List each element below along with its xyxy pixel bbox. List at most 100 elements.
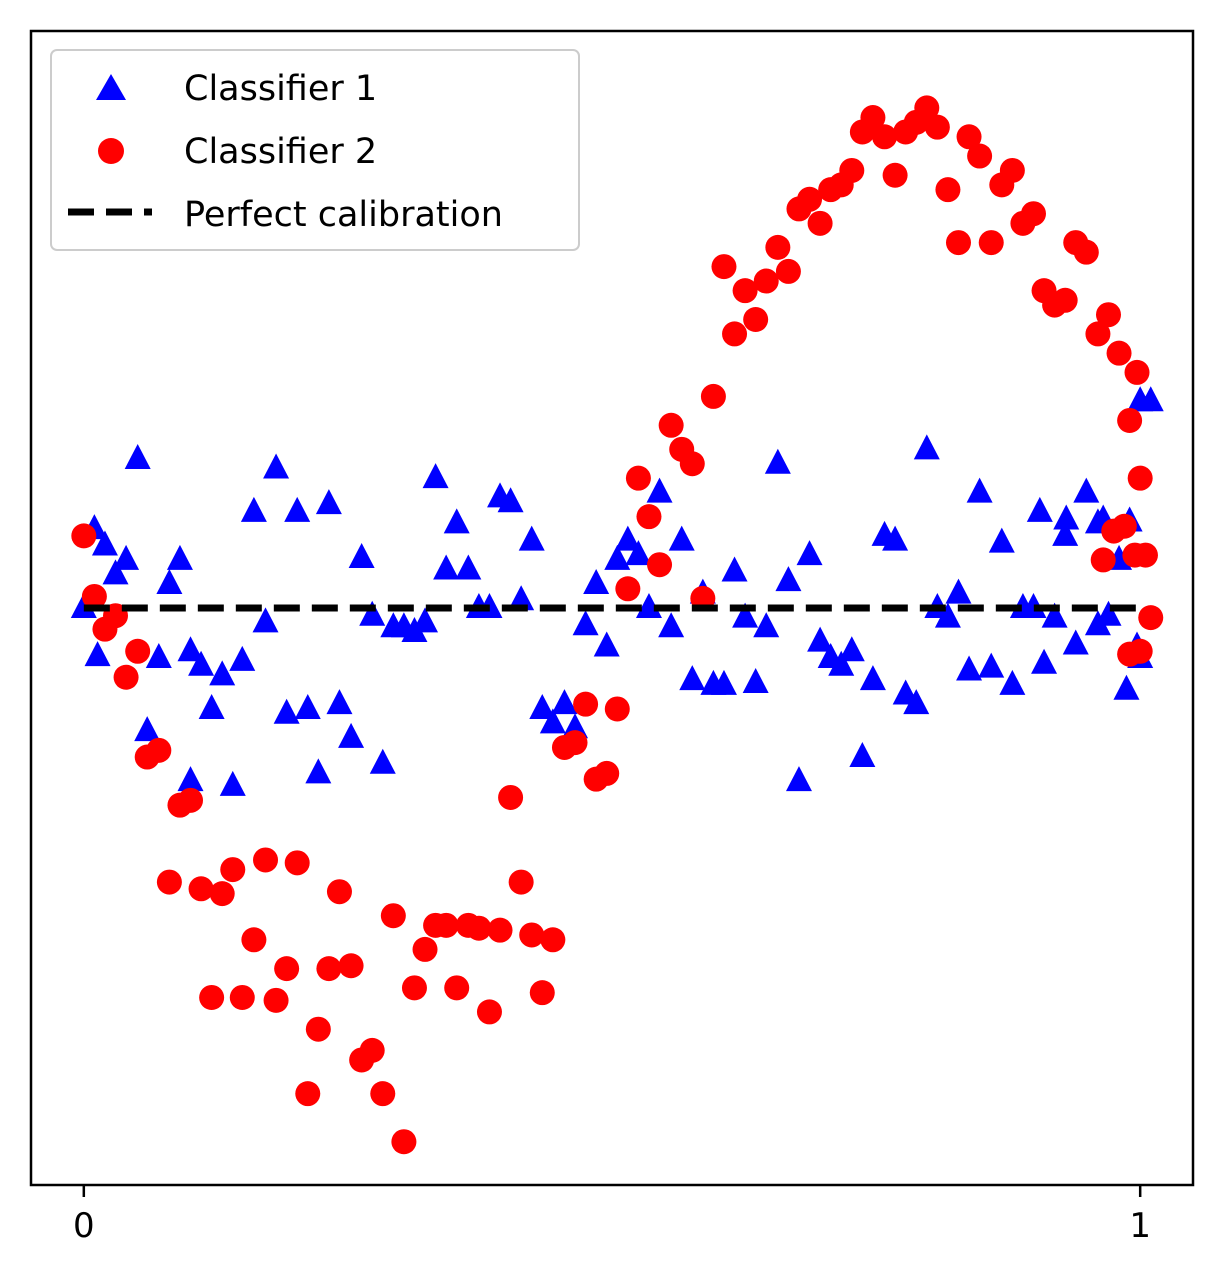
classifier-1-point-14 (219, 770, 246, 796)
classifier-2-point-46 (562, 730, 588, 756)
x-tick-label-1: 1 (1129, 1206, 1151, 1246)
classifier-1-point-49 (593, 631, 620, 657)
legend-label-classifier-2: Classifier 2 (184, 132, 377, 172)
classifier-2-point-68 (797, 186, 823, 212)
classifier-2-point-49 (594, 760, 620, 786)
classifier-1-point-6 (134, 716, 161, 742)
classifier-2-point-4 (113, 664, 139, 690)
x-tick-label-0: 0 (73, 1206, 95, 1246)
classifier-1-point-20 (273, 698, 300, 724)
classifier-1-point-8 (156, 568, 183, 594)
classifier-2-point-98 (1117, 407, 1143, 433)
classifier-2-point-24 (326, 879, 352, 905)
classifier-1-point-86 (988, 527, 1015, 553)
classifier-2-point-65 (765, 234, 791, 260)
classifier-2-point-27 (359, 1037, 385, 1063)
classifier-2-point-5 (125, 638, 151, 664)
classifier-1-point-94 (1073, 477, 1100, 503)
classifier-1-point-62 (732, 602, 759, 628)
classifier-2-point-44 (540, 927, 566, 953)
classifier-1-point-22 (305, 758, 332, 784)
classifier-2-point-17 (253, 847, 279, 873)
classifier-2-point-34 (433, 912, 459, 938)
classifier-2-point-96 (1095, 302, 1121, 328)
classifier-2-point-8 (156, 869, 182, 895)
classifier-2-point-72 (839, 157, 865, 183)
classifier-2-point-57 (679, 451, 705, 477)
classifier-1-point-106 (1026, 496, 1053, 522)
classifier-1-point-74 (859, 665, 886, 691)
classifier-2-point-25 (338, 953, 364, 979)
classifier-1-point-90 (1031, 648, 1058, 674)
classifier-2-point-0 (71, 523, 97, 549)
classifier-2-point-89 (1020, 201, 1046, 227)
classifier-1-point-85 (978, 652, 1005, 678)
classifier-2-point-50 (604, 696, 630, 722)
classifier-1-point-91 (1041, 602, 1068, 628)
classifier-1-point-61 (721, 556, 748, 582)
legend-triangle-icon (96, 74, 126, 100)
classifier-1-point-2 (91, 530, 118, 556)
legend: Classifier 1 Classifier 2 Perfect calibr… (50, 49, 580, 251)
classifier-1-point-45 (551, 689, 578, 715)
classifier-1-point-9 (166, 544, 193, 570)
classifier-2-point-87 (999, 157, 1025, 183)
classifier-1-point-16 (240, 496, 267, 522)
classifier-1-point-76 (882, 525, 909, 551)
classifier-2-point-74 (860, 105, 886, 131)
classifier-1-point-64 (753, 612, 780, 638)
classifier-2-point-59 (700, 383, 726, 409)
classifier-2-point-82 (945, 230, 971, 256)
classifier-1-point-36 (455, 554, 482, 580)
classifier-1-point-41 (508, 585, 535, 611)
classifier-1-point-87 (999, 669, 1026, 695)
classifier-2-point-39 (487, 917, 513, 943)
classifier-2-point-37 (466, 915, 492, 941)
classifier-2-point-28 (370, 1081, 396, 1107)
classifier-2-point-31 (401, 975, 427, 1001)
classifier-1-point-53 (635, 593, 662, 618)
classifier-1-point-25 (338, 722, 365, 748)
classifier-1-point-63 (742, 668, 769, 694)
classifier-1-point-92 (1052, 520, 1079, 546)
classifier-1-point-40 (497, 487, 524, 513)
classifier-2-point-20 (284, 850, 310, 876)
classifier-1-point-28 (369, 748, 396, 774)
classifier-2-point-19 (274, 956, 300, 982)
classifier-2-point-42 (519, 922, 545, 948)
classifier-2-point-52 (625, 465, 651, 491)
classifier-1-point-44 (539, 708, 566, 734)
classifier-1-point-89 (1020, 593, 1047, 618)
classifier-2-point-85 (978, 230, 1004, 256)
classifier-1-point-17 (252, 607, 279, 633)
marks-layer (70, 95, 1164, 1155)
classifier-2-point-43 (529, 980, 555, 1006)
legend-circle-icon (98, 138, 124, 164)
classifier-1-point-7 (145, 643, 172, 669)
classifier-1-point-79 (913, 434, 940, 460)
classifier-2-point-10 (178, 787, 204, 813)
classifier-2-point-95 (1085, 321, 1111, 347)
classifier-1-point-60 (710, 669, 737, 695)
classifier-1-point-15 (229, 645, 256, 671)
classifier-1-point-34 (433, 554, 460, 580)
classifier-1-point-107 (1113, 674, 1140, 700)
classifier-1-point-105 (1053, 504, 1080, 530)
classifier-1-point-78 (903, 689, 930, 715)
classifier-2-point-79 (914, 95, 940, 121)
classifier-1-point-51 (614, 525, 641, 551)
classifier-1-point-81 (934, 602, 961, 628)
classifier-2-point-94 (1073, 239, 1099, 265)
legend-label-perfect-calibration: Perfect calibration (184, 195, 503, 235)
legend-label-classifier-1: Classifier 1 (184, 69, 377, 109)
classifier-1-point-66 (775, 566, 802, 592)
classifier-1-point-68 (796, 540, 823, 566)
classifier-2-point-11 (188, 876, 214, 902)
classifier-2-point-53 (636, 504, 662, 530)
classifier-1-point-108 (84, 641, 111, 667)
classifier-2-point-38 (476, 999, 502, 1025)
classifier-2-point-61 (722, 321, 748, 347)
classifier-1-point-69 (807, 626, 834, 652)
classifier-1-point-73 (849, 742, 876, 768)
